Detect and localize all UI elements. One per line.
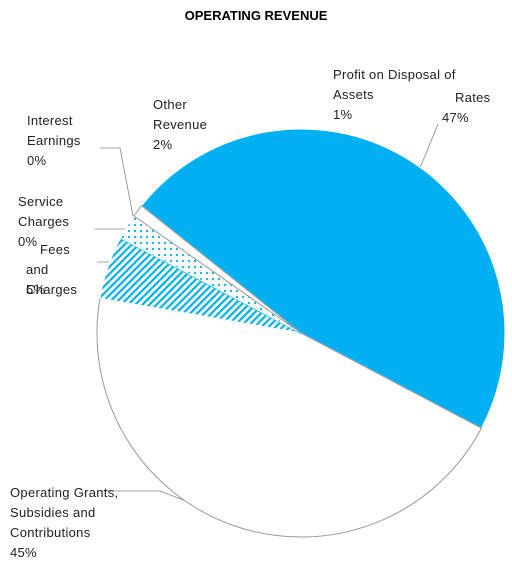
pie-slice (96, 297, 483, 538)
value-label: 2% (153, 137, 173, 152)
slice-label: Other Revenue (153, 97, 208, 132)
value-label: 1% (333, 107, 353, 122)
slice-label: Operating Grants, Subsidies and Contribu… (10, 485, 119, 540)
slice-label: Interest Earnings (27, 113, 81, 148)
value-label: 0% (27, 153, 47, 168)
chart-title: OPERATING REVENUE (184, 8, 328, 23)
slice-label: Profit on Disposal of Assets (333, 67, 456, 102)
pie-slice (133, 205, 302, 334)
value-label: 45% (10, 545, 37, 560)
value-label: 5% (26, 282, 46, 297)
slice-label: Service Charges (18, 194, 70, 229)
value-label: 47% (442, 110, 469, 125)
slice-label: Rates (455, 90, 491, 105)
value-label: 0% (18, 234, 38, 249)
slice-label: Fees and Charges (26, 242, 78, 297)
pie-slice (140, 128, 506, 429)
